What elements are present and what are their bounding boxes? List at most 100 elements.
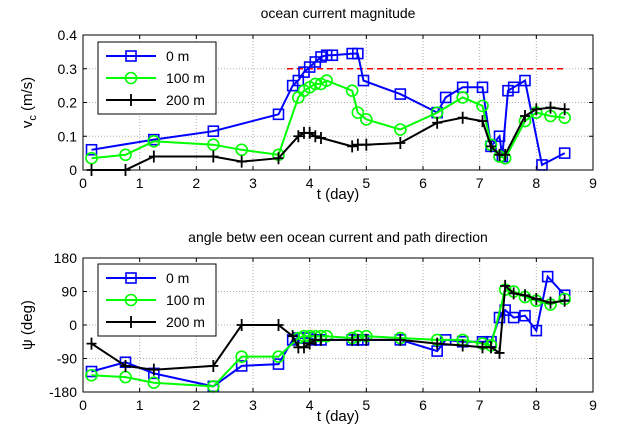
- data-point: [361, 333, 372, 346]
- x-tick-label: 0: [79, 397, 87, 413]
- x-tick-label: 4: [306, 397, 314, 413]
- data-point: [486, 341, 496, 354]
- data-point: [287, 330, 298, 343]
- data-point: [559, 103, 570, 116]
- x-tick-label: 8: [532, 175, 540, 191]
- chart-panel-1: 0 1 2 3 4 5 6 7 8 9 0 0.1 0.2 0.3 0.4 ocean current mag…: [19, 5, 597, 203]
- data-point: [316, 131, 326, 144]
- data-point: [507, 311, 520, 324]
- data-point: [394, 88, 407, 100]
- x-tick-label: 6: [419, 175, 427, 191]
- data-point: [207, 138, 220, 151]
- legend-label: 0 m: [166, 48, 189, 64]
- legend-label: 100 m: [166, 70, 205, 86]
- data-point: [432, 116, 443, 129]
- data-point: [86, 337, 97, 350]
- data-point: [457, 339, 468, 352]
- data-point: [494, 346, 505, 359]
- x-tick-label: 7: [476, 397, 484, 413]
- data-point: [530, 324, 543, 337]
- data-point: [120, 359, 131, 372]
- data-point: [208, 150, 219, 163]
- y-tick-label: -90: [57, 351, 77, 367]
- data-point: [520, 110, 530, 122]
- data-point: [351, 106, 365, 119]
- data-point: [352, 333, 363, 346]
- data-point: [208, 359, 219, 372]
- data-point: [361, 138, 372, 151]
- chart-panel-2: 0 1 2 3 4 5 6 7 8 9 -180 -90 0 90 180 angle betw een oc…: [19, 229, 597, 425]
- data-point: [395, 333, 406, 346]
- y-tick-label: 0: [69, 162, 77, 178]
- data-point: [360, 113, 373, 126]
- data-point: [477, 115, 488, 128]
- data-point: [541, 270, 554, 283]
- data-point: [272, 350, 285, 363]
- data-point: [457, 111, 468, 124]
- data-point: [326, 49, 339, 62]
- legend-label: 200 m: [166, 314, 205, 330]
- data-point: [207, 125, 220, 137]
- data-point: [477, 341, 488, 354]
- legend-marker: [126, 316, 136, 328]
- data-point: [486, 140, 496, 153]
- data-point: [304, 337, 315, 350]
- data-point: [272, 358, 285, 370]
- x-tick-label: 2: [192, 175, 200, 191]
- legend: 0 m 100 m 200 m: [97, 41, 217, 115]
- y-axis-label: vc (m/s): [19, 77, 39, 128]
- y-tick-label: 0: [69, 317, 77, 333]
- data-point: [148, 150, 159, 163]
- x-tick-label: 5: [362, 175, 370, 191]
- x-tick-label: 6: [419, 397, 427, 413]
- data-point: [236, 155, 247, 168]
- data-point: [236, 319, 247, 331]
- data-point: [493, 130, 506, 143]
- y-axis-label: ψ (deg): [19, 300, 36, 350]
- data-point: [519, 74, 531, 87]
- data-point: [235, 350, 248, 363]
- data-point: [309, 77, 322, 91]
- y-tick-label: -180: [49, 384, 77, 400]
- legend-marker: [124, 71, 138, 85]
- data-point: [508, 287, 519, 300]
- x-tick-label: 2: [192, 397, 200, 413]
- data-point: [531, 292, 542, 305]
- legend-label: 0 m: [166, 270, 189, 286]
- data-point: [293, 130, 304, 143]
- data-point: [85, 368, 98, 382]
- x-tick-label: 9: [589, 397, 597, 413]
- data-point: [432, 337, 443, 350]
- data-point: [558, 147, 571, 159]
- data-point: [272, 108, 285, 121]
- data-point: [235, 360, 248, 372]
- data-point: [500, 148, 511, 161]
- data-point: [352, 138, 363, 151]
- data-point: [559, 294, 570, 307]
- x-axis-label: t (day): [317, 408, 360, 425]
- data-point: [273, 152, 284, 165]
- data-point: [531, 103, 542, 116]
- data-point: [545, 101, 556, 114]
- data-point: [320, 74, 333, 87]
- data-point: [148, 363, 159, 376]
- legend-marker: [126, 94, 136, 106]
- data-point: [476, 81, 489, 94]
- y-tick-label: 180: [54, 250, 78, 266]
- chart-title: angle betw een ocean current and path di…: [188, 229, 488, 245]
- data-point: [273, 319, 284, 331]
- x-axis-label: t (day): [317, 186, 360, 203]
- data-point: [507, 81, 520, 94]
- data-point: [395, 137, 406, 149]
- x-tick-label: 3: [249, 175, 257, 191]
- data-point: [500, 279, 511, 292]
- data-point: [456, 91, 469, 104]
- data-point: [85, 143, 98, 156]
- y-tick-label: 0.1: [58, 128, 78, 144]
- data-point: [147, 376, 161, 389]
- data-point: [119, 148, 132, 162]
- x-tick-label: 7: [476, 175, 484, 191]
- y-tick-label: 0.2: [58, 95, 78, 111]
- data-point: [439, 91, 452, 104]
